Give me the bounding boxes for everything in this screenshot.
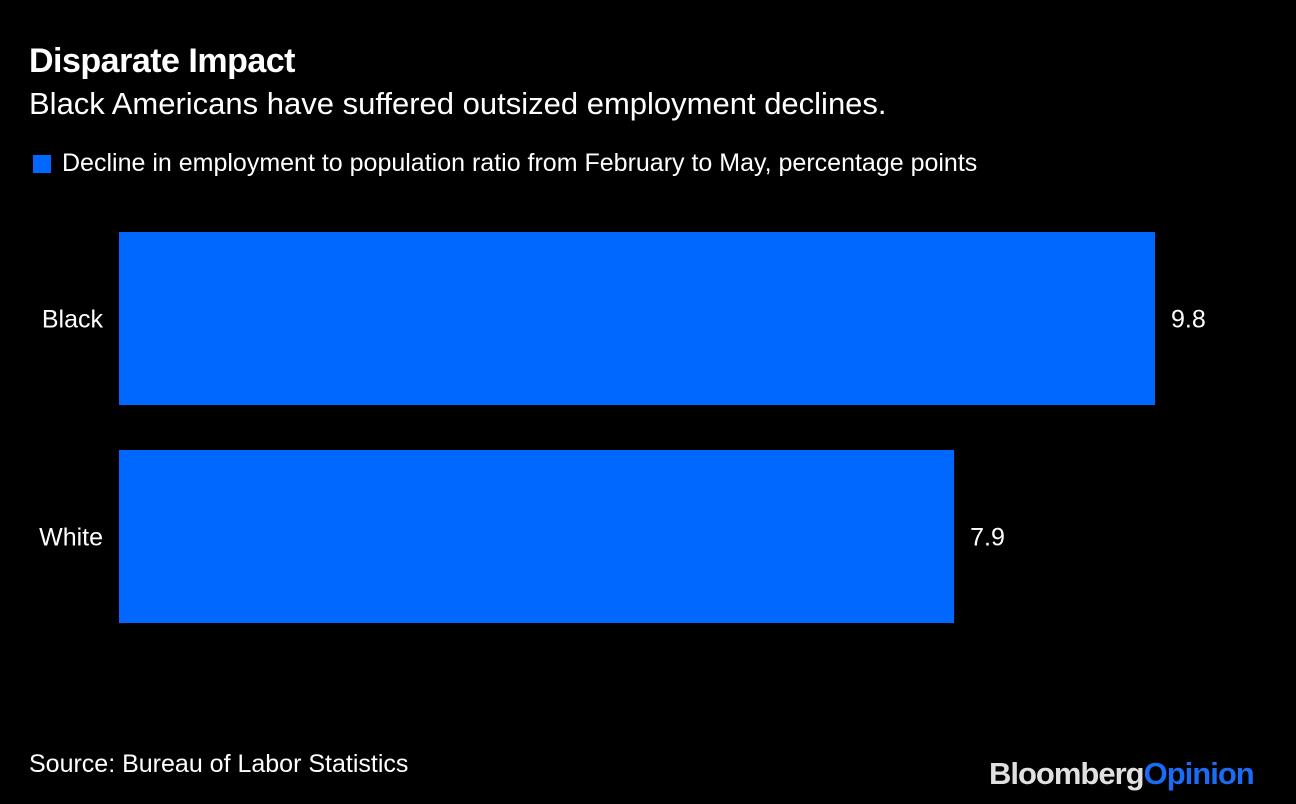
legend: Decline in employment to population rati… xyxy=(33,149,977,178)
data-label: 9.8 xyxy=(1171,306,1206,334)
category-label: White xyxy=(39,524,103,552)
bloomberg-opinion-logo: BloombergOpinion xyxy=(989,756,1255,792)
logo-opinion: Opinion xyxy=(1143,756,1255,791)
logo-bloomberg: Bloomberg xyxy=(989,756,1145,791)
category-label: Black xyxy=(42,306,104,334)
bar-white xyxy=(119,450,955,623)
data-label: 7.9 xyxy=(970,524,1005,552)
source-note: Source: Bureau of Labor Statistics xyxy=(29,750,409,778)
legend-label: Decline in employment to population rati… xyxy=(62,149,978,177)
chart-title: Disparate Impact xyxy=(29,42,296,80)
bar-black xyxy=(119,232,1155,405)
chart-subtitle: Black Americans have suffered outsized e… xyxy=(29,86,887,121)
legend-swatch xyxy=(33,154,51,173)
